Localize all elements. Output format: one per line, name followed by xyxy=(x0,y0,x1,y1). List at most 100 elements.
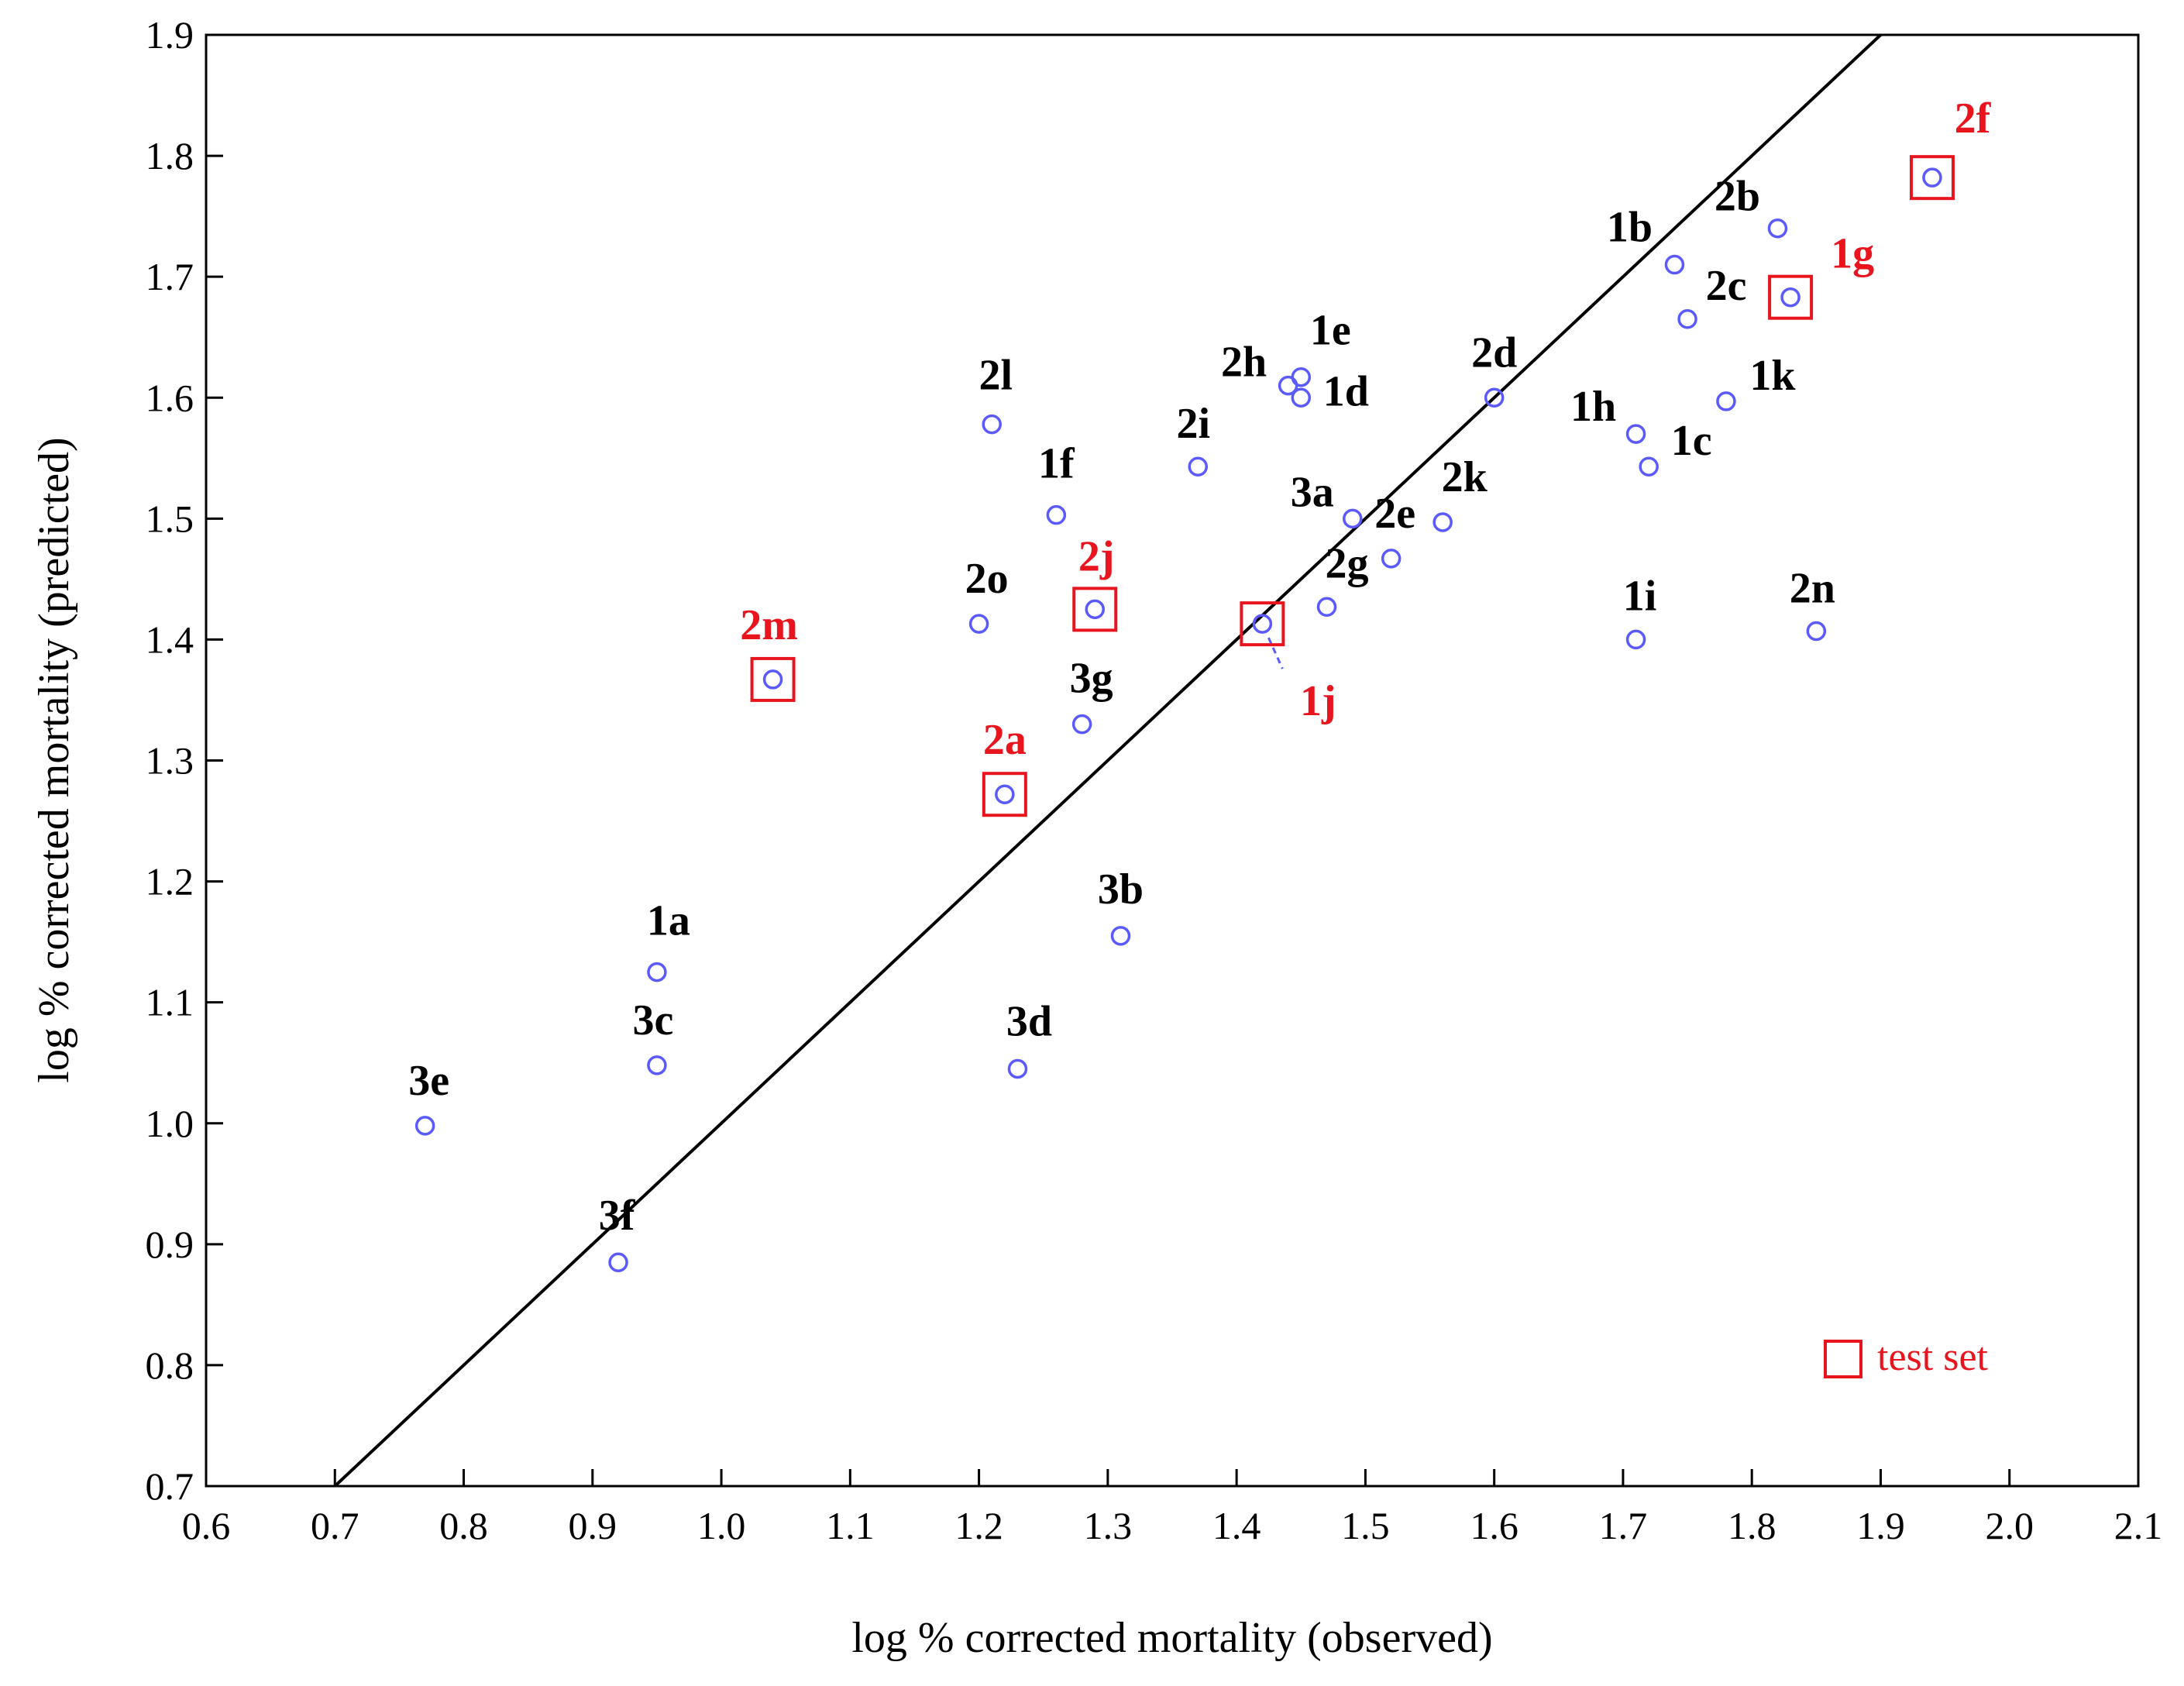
point-label-2a: 2a xyxy=(983,716,1027,764)
data-point-1c xyxy=(1639,456,1659,477)
y-tick-label: 1.9 xyxy=(146,13,194,57)
data-point-3b xyxy=(1110,926,1131,946)
point-label-2n: 2n xyxy=(1790,564,1835,612)
x-tick-label: 1.9 xyxy=(1856,1504,1905,1547)
x-tick-label: 1.0 xyxy=(697,1504,746,1547)
data-point-1a xyxy=(647,962,667,982)
data-point-1k xyxy=(1716,391,1736,411)
point-label-1c: 1c xyxy=(1671,417,1712,465)
point-label-2e: 2e xyxy=(1374,490,1415,538)
x-axis-title: log % corrected mortality (observed) xyxy=(851,1614,1492,1662)
data-point-1f xyxy=(1046,504,1067,525)
test-set-marker-1j xyxy=(1240,601,1285,647)
point-label-3g: 3g xyxy=(1070,655,1113,703)
point-label-1g: 1g xyxy=(1831,230,1874,278)
y-tick-label: 0.8 xyxy=(146,1344,194,1387)
x-tick-label: 0.8 xyxy=(439,1504,488,1547)
data-point-2f xyxy=(1922,167,1942,188)
point-label-2k: 2k xyxy=(1442,453,1488,501)
test-set-marker-1g xyxy=(1768,274,1814,320)
test-set-marker-2j xyxy=(1072,587,1118,632)
point-label-2g: 2g xyxy=(1326,539,1369,587)
data-point-2i xyxy=(1188,456,1209,477)
point-labels: 1a 1b 1c 1d 1e 1f 1g 1h 1i 1j 1k 2a 2b 2c 2d 2e 2f 2g 2h2i… xyxy=(408,95,1991,1240)
data-point-2h xyxy=(1278,375,1298,396)
data-point-2g xyxy=(1316,597,1337,618)
point-label-1d: 1d xyxy=(1323,367,1369,415)
data-point-2k xyxy=(1432,512,1453,532)
legend-marker xyxy=(1824,1340,1862,1378)
point-label-2j: 2j xyxy=(1078,532,1115,580)
data-points xyxy=(414,155,1955,1272)
point-label-1f: 1f xyxy=(1038,440,1075,488)
data-point-3f xyxy=(608,1252,628,1272)
data-point-3d xyxy=(1007,1058,1028,1079)
data-point-1d xyxy=(1291,387,1312,408)
data-point-2o xyxy=(968,614,989,634)
x-tick-label: 1.5 xyxy=(1341,1504,1390,1547)
point-label-2b: 2b xyxy=(1715,173,1760,221)
data-point-3e xyxy=(414,1116,435,1136)
y-tick-label: 1.6 xyxy=(146,376,194,419)
point-label-1i: 1i xyxy=(1623,572,1657,620)
point-label-2m: 2m xyxy=(740,601,798,649)
data-point-3c xyxy=(647,1055,667,1075)
data-point-1i xyxy=(1625,629,1646,650)
test-set-marker-2m xyxy=(750,656,796,702)
y-axis-title: log % corrected mortality (predicted) xyxy=(30,437,78,1082)
point-label-3b: 3b xyxy=(1098,865,1144,914)
test-set-marker-2f xyxy=(1909,155,1955,201)
point-label-1e: 1e xyxy=(1310,307,1351,355)
point-label-1k: 1k xyxy=(1749,352,1796,400)
data-point-1h xyxy=(1625,424,1646,444)
data-point-2d xyxy=(1484,387,1505,408)
reference-line xyxy=(333,33,1882,1488)
y-tick-label: 0.9 xyxy=(146,1223,194,1266)
point-label-3d: 3d xyxy=(1006,998,1052,1046)
data-point-2j xyxy=(1085,599,1105,620)
y-tick-label: 1.4 xyxy=(146,618,194,661)
point-label-3e: 3e xyxy=(408,1057,449,1105)
point-label-2i: 2i xyxy=(1176,400,1210,448)
point-label-2h: 2h xyxy=(1221,339,1267,387)
y-tick-label: 0.7 xyxy=(146,1464,194,1508)
x-tick-label: 1.6 xyxy=(1470,1504,1518,1547)
point-label-1a: 1a xyxy=(647,897,690,945)
data-point-1b xyxy=(1664,254,1685,275)
data-point-2m xyxy=(762,669,783,690)
data-point-3g xyxy=(1071,714,1092,735)
y-tick-label: 1.5 xyxy=(146,497,194,540)
point-label-2d: 2d xyxy=(1471,329,1517,377)
data-point-1j xyxy=(1252,614,1273,634)
x-tick-label: 2.1 xyxy=(2114,1504,2163,1547)
x-tick-label: 0.7 xyxy=(311,1504,359,1547)
point-label-2o: 2o xyxy=(965,555,1009,603)
y-tick-label: 1.8 xyxy=(146,134,194,177)
x-tick-label: 1.7 xyxy=(1599,1504,1648,1547)
data-point-2l xyxy=(982,414,1002,435)
data-point-3a xyxy=(1343,508,1363,529)
point-label-2l: 2l xyxy=(979,352,1013,400)
x-axis-ticks: 0.6 0.7 0.8 0.9 1.0 1.1 1.2 1.3 1.4 1.5 1.6 1.7 1.8 1… xyxy=(182,1469,2163,1547)
point-label-1b: 1b xyxy=(1607,204,1653,252)
x-tick-label: 1.4 xyxy=(1212,1504,1261,1547)
x-tick-label: 0.9 xyxy=(569,1504,617,1547)
x-tick-label: 0.6 xyxy=(182,1504,231,1547)
y-tick-label: 1.0 xyxy=(146,1102,194,1145)
label-leader-1j xyxy=(1267,637,1284,669)
x-tick-label: 1.2 xyxy=(954,1504,1003,1547)
x-tick-label: 1.8 xyxy=(1728,1504,1776,1547)
test-set-marker-2a xyxy=(982,772,1027,817)
data-point-2n xyxy=(1806,621,1827,642)
point-label-3a: 3a xyxy=(1291,468,1334,516)
y-tick-label: 1.1 xyxy=(146,981,194,1024)
x-tick-label: 1.1 xyxy=(826,1504,875,1547)
data-point-2b xyxy=(1767,218,1788,239)
x-tick-label: 2.0 xyxy=(1985,1504,2034,1547)
point-label-3f: 3f xyxy=(599,1192,636,1240)
data-point-1g xyxy=(1780,287,1801,308)
legend-label: test set xyxy=(1877,1335,1989,1379)
point-label-2c: 2c xyxy=(1706,262,1747,310)
point-label-1h: 1h xyxy=(1570,383,1616,431)
